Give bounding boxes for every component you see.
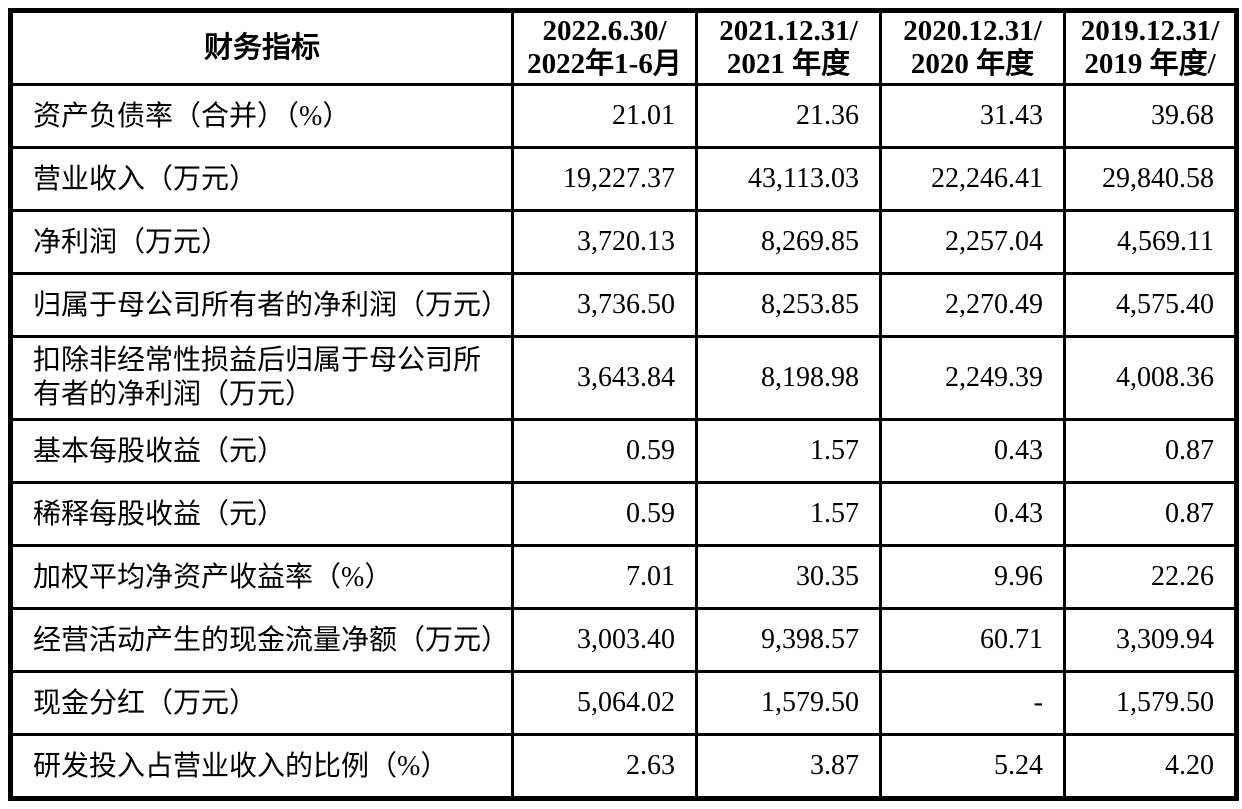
value-cell: 0.59 xyxy=(511,418,698,484)
value-cell: 1,579.50 xyxy=(695,670,882,736)
value-cell: 2,270.49 xyxy=(879,272,1066,338)
metric-label-cell: 资产负债率（合并）（%） xyxy=(9,83,514,149)
value-cell: 7.01 xyxy=(511,544,698,610)
table-row-basic-eps: 基本每股收益（元） 0.59 1.57 0.43 0.87 xyxy=(9,418,1238,484)
metric-label: 资产负债率（合并）（%） xyxy=(33,100,351,132)
value-cell: 4.20 xyxy=(1063,733,1238,800)
value-cell: 0.87 xyxy=(1063,481,1238,547)
value-cell: 0.87 xyxy=(1063,418,1238,484)
value-cell: 3,720.13 xyxy=(511,209,698,275)
header-col-2022h1-line1: 2022.6.30/ xyxy=(542,15,667,47)
metric-label-cell: 现金分红（万元） xyxy=(9,670,514,736)
metric-label: 加权平均净资产收益率（%） xyxy=(33,561,393,593)
metric-label-cell: 扣除非经常性损益后归属于母公司所有者的净利润（万元） xyxy=(9,335,514,421)
value-cell: 0.43 xyxy=(879,418,1066,484)
value-cell: 0.59 xyxy=(511,481,698,547)
table-row-debt-ratio: 资产负债率（合并）（%） 21.01 21.36 31.43 39.68 xyxy=(9,83,1238,149)
table-row-adjusted-net-profit: 扣除非经常性损益后归属于母公司所有者的净利润（万元） 3,643.84 8,19… xyxy=(9,335,1238,421)
value-cell: 31.43 xyxy=(879,83,1066,149)
value-cell: 8,198.98 xyxy=(695,335,882,421)
value-cell: 9.96 xyxy=(879,544,1066,610)
value-cell: 21.01 xyxy=(511,83,698,149)
metric-label: 基本每股收益（元） xyxy=(33,435,286,467)
header-col-2021: 2021.12.31/ 2021 年度 xyxy=(695,9,882,86)
metric-label-cell: 经营活动产生的现金流量净额（万元） xyxy=(9,607,514,673)
header-row: 财务指标 2022.6.30/ 2022年1-6月 2021.12.31/ 20… xyxy=(9,9,1238,86)
metric-label-cell: 基本每股收益（元） xyxy=(9,418,514,484)
value-cell: 60.71 xyxy=(879,607,1066,673)
header-col-2021-line1: 2021.12.31/ xyxy=(719,15,858,47)
metric-label: 营业收入（万元） xyxy=(33,163,258,195)
value-cell: 8,253.85 xyxy=(695,272,882,338)
metric-label-cell: 研发投入占营业收入的比例（%） xyxy=(9,733,514,800)
value-cell: 9,398.57 xyxy=(695,607,882,673)
value-cell: 2,249.39 xyxy=(879,335,1066,421)
value-cell: 22.26 xyxy=(1063,544,1238,610)
value-cell: 8,269.85 xyxy=(695,209,882,275)
metric-label-cell: 归属于母公司所有者的净利润（万元） xyxy=(9,272,514,338)
metric-label: 经营活动产生的现金流量净额（万元） xyxy=(33,624,510,656)
header-col-2020: 2020.12.31/ 2020 年度 xyxy=(879,9,1066,86)
value-cell: 4,569.11 xyxy=(1063,209,1238,275)
metric-label: 净利润（万元） xyxy=(33,226,230,258)
value-cell: - xyxy=(879,670,1066,736)
value-cell: 5,064.02 xyxy=(511,670,698,736)
table-row-parent-net-profit: 归属于母公司所有者的净利润（万元） 3,736.50 8,253.85 2,27… xyxy=(9,272,1238,338)
metric-label-cell: 净利润（万元） xyxy=(9,209,514,275)
header-col-2022h1: 2022.6.30/ 2022年1-6月 xyxy=(511,9,698,86)
metric-label: 现金分红（万元） xyxy=(33,687,258,719)
header-col-2022h1-line2: 2022年1-6月 xyxy=(527,48,682,80)
value-cell: 22,246.41 xyxy=(879,146,1066,212)
value-cell: 3.87 xyxy=(695,733,882,800)
value-cell: 1.57 xyxy=(695,481,882,547)
value-cell: 0.43 xyxy=(879,481,1066,547)
header-col-2020-line1: 2020.12.31/ xyxy=(903,15,1042,47)
value-cell: 3,309.94 xyxy=(1063,607,1238,673)
metric-label: 研发投入占营业收入的比例（%） xyxy=(33,750,449,782)
header-col-2020-line2: 2020 年度 xyxy=(910,48,1035,80)
value-cell: 19,227.37 xyxy=(511,146,698,212)
value-cell: 29,840.58 xyxy=(1063,146,1238,212)
value-cell: 3,736.50 xyxy=(511,272,698,338)
metric-label-cell: 稀释每股收益（元） xyxy=(9,481,514,547)
value-cell: 4,575.40 xyxy=(1063,272,1238,338)
value-cell: 39.68 xyxy=(1063,83,1238,149)
table-row-revenue: 营业收入（万元） 19,227.37 43,113.03 22,246.41 2… xyxy=(9,146,1238,212)
value-cell: 43,113.03 xyxy=(695,146,882,212)
value-cell: 1,579.50 xyxy=(1063,670,1238,736)
value-cell: 30.35 xyxy=(695,544,882,610)
value-cell: 5.24 xyxy=(879,733,1066,800)
header-metric-label: 财务指标 xyxy=(9,9,514,86)
financial-indicators-table: 财务指标 2022.6.30/ 2022年1-6月 2021.12.31/ 20… xyxy=(8,8,1239,801)
value-cell: 3,643.84 xyxy=(511,335,698,421)
value-cell: 3,003.40 xyxy=(511,607,698,673)
value-cell: 1.57 xyxy=(695,418,882,484)
metric-label: 扣除非经常性损益后归属于母公司所有者的净利润（万元） xyxy=(33,345,482,410)
table-row-cash-dividend: 现金分红（万元） 5,064.02 1,579.50 - 1,579.50 xyxy=(9,670,1238,736)
value-cell: 2,257.04 xyxy=(879,209,1066,275)
value-cell: 21.36 xyxy=(695,83,882,149)
table-row-weighted-roe: 加权平均净资产收益率（%） 7.01 30.35 9.96 22.26 xyxy=(9,544,1238,610)
table-row-rd-ratio: 研发投入占营业收入的比例（%） 2.63 3.87 5.24 4.20 xyxy=(9,733,1238,800)
table-row-net-profit: 净利润（万元） 3,720.13 8,269.85 2,257.04 4,569… xyxy=(9,209,1238,275)
metric-label-cell: 加权平均净资产收益率（%） xyxy=(9,544,514,610)
header-col-2021-line2: 2021 年度 xyxy=(726,48,851,80)
header-col-2019-line2: 2019 年度/ xyxy=(1084,48,1216,80)
metric-label: 归属于母公司所有者的净利润（万元） xyxy=(33,289,510,321)
header-col-2019: 2019.12.31/ 2019 年度/ xyxy=(1063,9,1238,86)
metric-label: 稀释每股收益（元） xyxy=(33,498,286,530)
table-row-diluted-eps: 稀释每股收益（元） 0.59 1.57 0.43 0.87 xyxy=(9,481,1238,547)
value-cell: 2.63 xyxy=(511,733,698,800)
table-row-operating-cash-flow: 经营活动产生的现金流量净额（万元） 3,003.40 9,398.57 60.7… xyxy=(9,607,1238,673)
header-col-2019-line1: 2019.12.31/ xyxy=(1080,15,1220,47)
value-cell: 4,008.36 xyxy=(1063,335,1238,421)
metric-label-cell: 营业收入（万元） xyxy=(9,146,514,212)
